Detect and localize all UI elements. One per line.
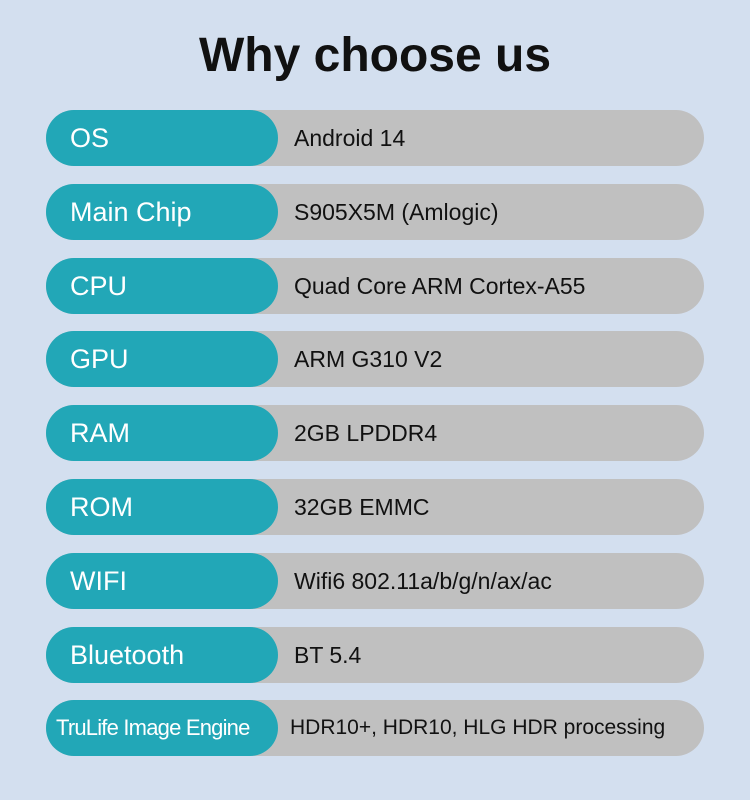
spec-row: CPU Quad Core ARM Cortex-A55 bbox=[46, 257, 704, 314]
spec-row: TruLife Image Engine HDR10+, HDR10, HLG H… bbox=[46, 700, 704, 757]
spec-label: WIFI bbox=[46, 552, 278, 609]
spec-row: Main Chip S905X5M (Amlogic) bbox=[46, 183, 704, 240]
spec-label: OS bbox=[46, 110, 278, 166]
spec-label: ROM bbox=[46, 479, 278, 535]
spec-row: OS Android 14 bbox=[46, 110, 704, 166]
spec-value: HDR10+, HDR10, HLG HDR processing bbox=[290, 716, 666, 740]
spec-value: Quad Core ARM Cortex-A55 bbox=[294, 272, 586, 299]
page-title: Why choose us bbox=[198, 29, 552, 82]
spec-row: ROM 32GB EMMC bbox=[46, 479, 704, 535]
spec-value: 2GB LPDDR4 bbox=[294, 420, 438, 447]
spec-value: S905X5M (Amlogic) bbox=[294, 198, 499, 225]
spec-label: Main Chip bbox=[46, 183, 278, 240]
spec-label: GPU bbox=[46, 331, 278, 388]
spec-label: Bluetooth bbox=[46, 626, 278, 683]
spec-value: 32GB EMMC bbox=[294, 494, 430, 520]
spec-value: BT 5.4 bbox=[294, 641, 362, 668]
spec-value: ARM G310 V2 bbox=[294, 346, 443, 373]
spec-label: TruLife Image Engine bbox=[46, 700, 278, 757]
spec-label: RAM bbox=[46, 405, 278, 462]
spec-row: WIFI Wifi6 802.11a/b/g/n/ax/ac bbox=[46, 552, 704, 609]
spec-row: RAM 2GB LPDDR4 bbox=[46, 405, 704, 462]
spec-row: Bluetooth BT 5.4 bbox=[46, 626, 704, 683]
spec-row: GPU ARM G310 V2 bbox=[46, 331, 704, 388]
spec-value: Wifi6 802.11a/b/g/n/ax/ac bbox=[294, 567, 552, 594]
spec-value: Android 14 bbox=[294, 125, 406, 151]
spec-label: CPU bbox=[46, 257, 278, 314]
